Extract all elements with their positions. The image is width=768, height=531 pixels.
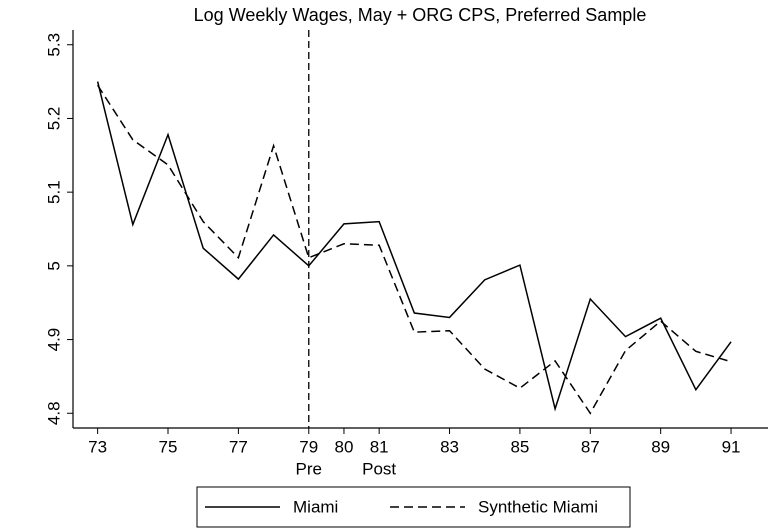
y-tick-label: 5.3 [44,33,63,57]
x-tick-label: 80 [335,437,354,456]
y-tick-label: 5.2 [44,107,63,131]
y-tick-label: 4.8 [44,401,63,425]
x-tick-label: 77 [229,437,248,456]
x-tick-label: 79 [299,437,318,456]
chart-title: Log Weekly Wages, May + ORG CPS, Preferr… [194,5,647,25]
series-line [96,81,732,412]
y-tick-label: 4.9 [44,328,63,352]
x-tick-label: 83 [440,437,459,456]
legend-label: Miami [293,497,338,516]
x-tick-label: 89 [651,437,670,456]
annotation: Pre [296,459,322,478]
x-tick-label: 85 [510,437,529,456]
y-tick-label: 5.1 [44,180,63,204]
x-tick-label: 75 [159,437,178,456]
x-tick-label: 73 [88,437,107,456]
x-tick-label: 87 [581,437,600,456]
x-tick-label: 91 [722,437,741,456]
y-tick-label: 5 [44,261,63,270]
legend-label: Synthetic Miami [478,497,598,516]
x-tick-label: 81 [370,437,389,456]
annotation: Post [362,459,396,478]
series-line [97,84,732,415]
